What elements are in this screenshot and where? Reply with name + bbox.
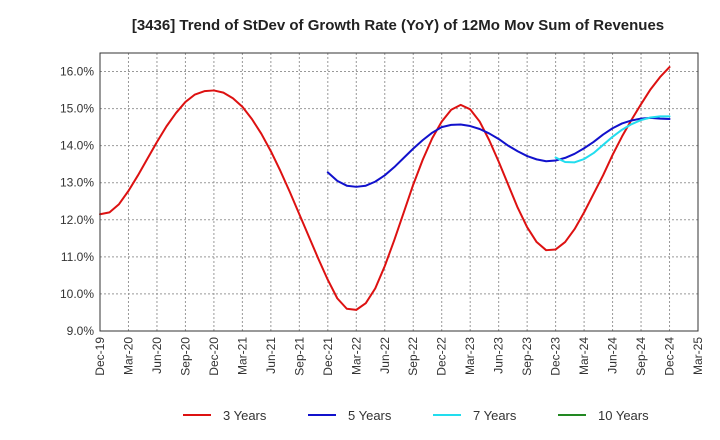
y-tick-label: 10.0% [60,287,94,301]
x-tick-label: Dec-22 [435,337,449,376]
y-tick-label: 14.0% [60,139,94,153]
x-tick-label: Dec-19 [93,337,107,376]
y-tick-label: 15.0% [60,102,94,116]
x-tick-label: Mar-20 [121,337,135,375]
x-tick-label: Jun-21 [264,337,278,374]
x-tick-label: Mar-24 [577,337,591,375]
plot-area [100,53,698,331]
x-tick-label: Jun-24 [606,337,620,374]
x-tick-label: Jun-20 [150,337,164,374]
legend: 3 Years 5 Years 7 Years 10 Years [183,408,649,423]
x-tick-label: Dec-23 [549,337,563,376]
y-tick-label: 12.0% [60,213,94,227]
y-tick-label: 13.0% [60,176,94,190]
x-tick-label: Jun-23 [492,337,506,374]
x-tick-label: Sep-21 [292,337,306,376]
x-tick-label: Jun-22 [378,337,392,374]
legend-label: 3 Years [223,408,267,423]
y-axis: 9.0% 10.0% 11.0% 12.0% 13.0% 14.0% 15.0% 16.0% [60,65,94,338]
x-tick-label: Sep-23 [520,337,534,376]
x-tick-label: Mar-21 [235,337,249,375]
x-tick-label: Mar-22 [349,337,363,375]
x-tick-label: Sep-20 [178,337,192,376]
x-axis: Dec-19 Mar-20 Jun-20 Sep-20 Dec-20 Mar-21 Jun-… [93,337,705,376]
x-tick-label: Dec-21 [321,337,335,376]
x-tick-label: Sep-22 [406,337,420,376]
series-line-3-years [99,66,671,311]
plot-border [99,52,699,332]
series-lines [99,66,671,311]
chart-title: [3436] Trend of StDev of Growth Rate (Yo… [132,17,664,34]
x-tick-label: Mar-23 [463,337,477,375]
x-tick-label: Mar-25 [691,337,705,375]
y-tick-label: 11.0% [61,250,94,264]
y-tick-label: 16.0% [60,65,94,79]
y-tick-label: 9.0% [67,324,95,338]
legend-label: 7 Years [473,408,517,423]
legend-label: 5 Years [348,408,392,423]
x-tick-label: Dec-24 [663,337,677,376]
x-tick-label: Dec-20 [207,337,221,376]
series-line-5-years [326,116,671,188]
series-line-7-years [554,115,671,164]
legend-label: 10 Years [598,408,649,423]
x-tick-label: Sep-24 [634,337,648,376]
